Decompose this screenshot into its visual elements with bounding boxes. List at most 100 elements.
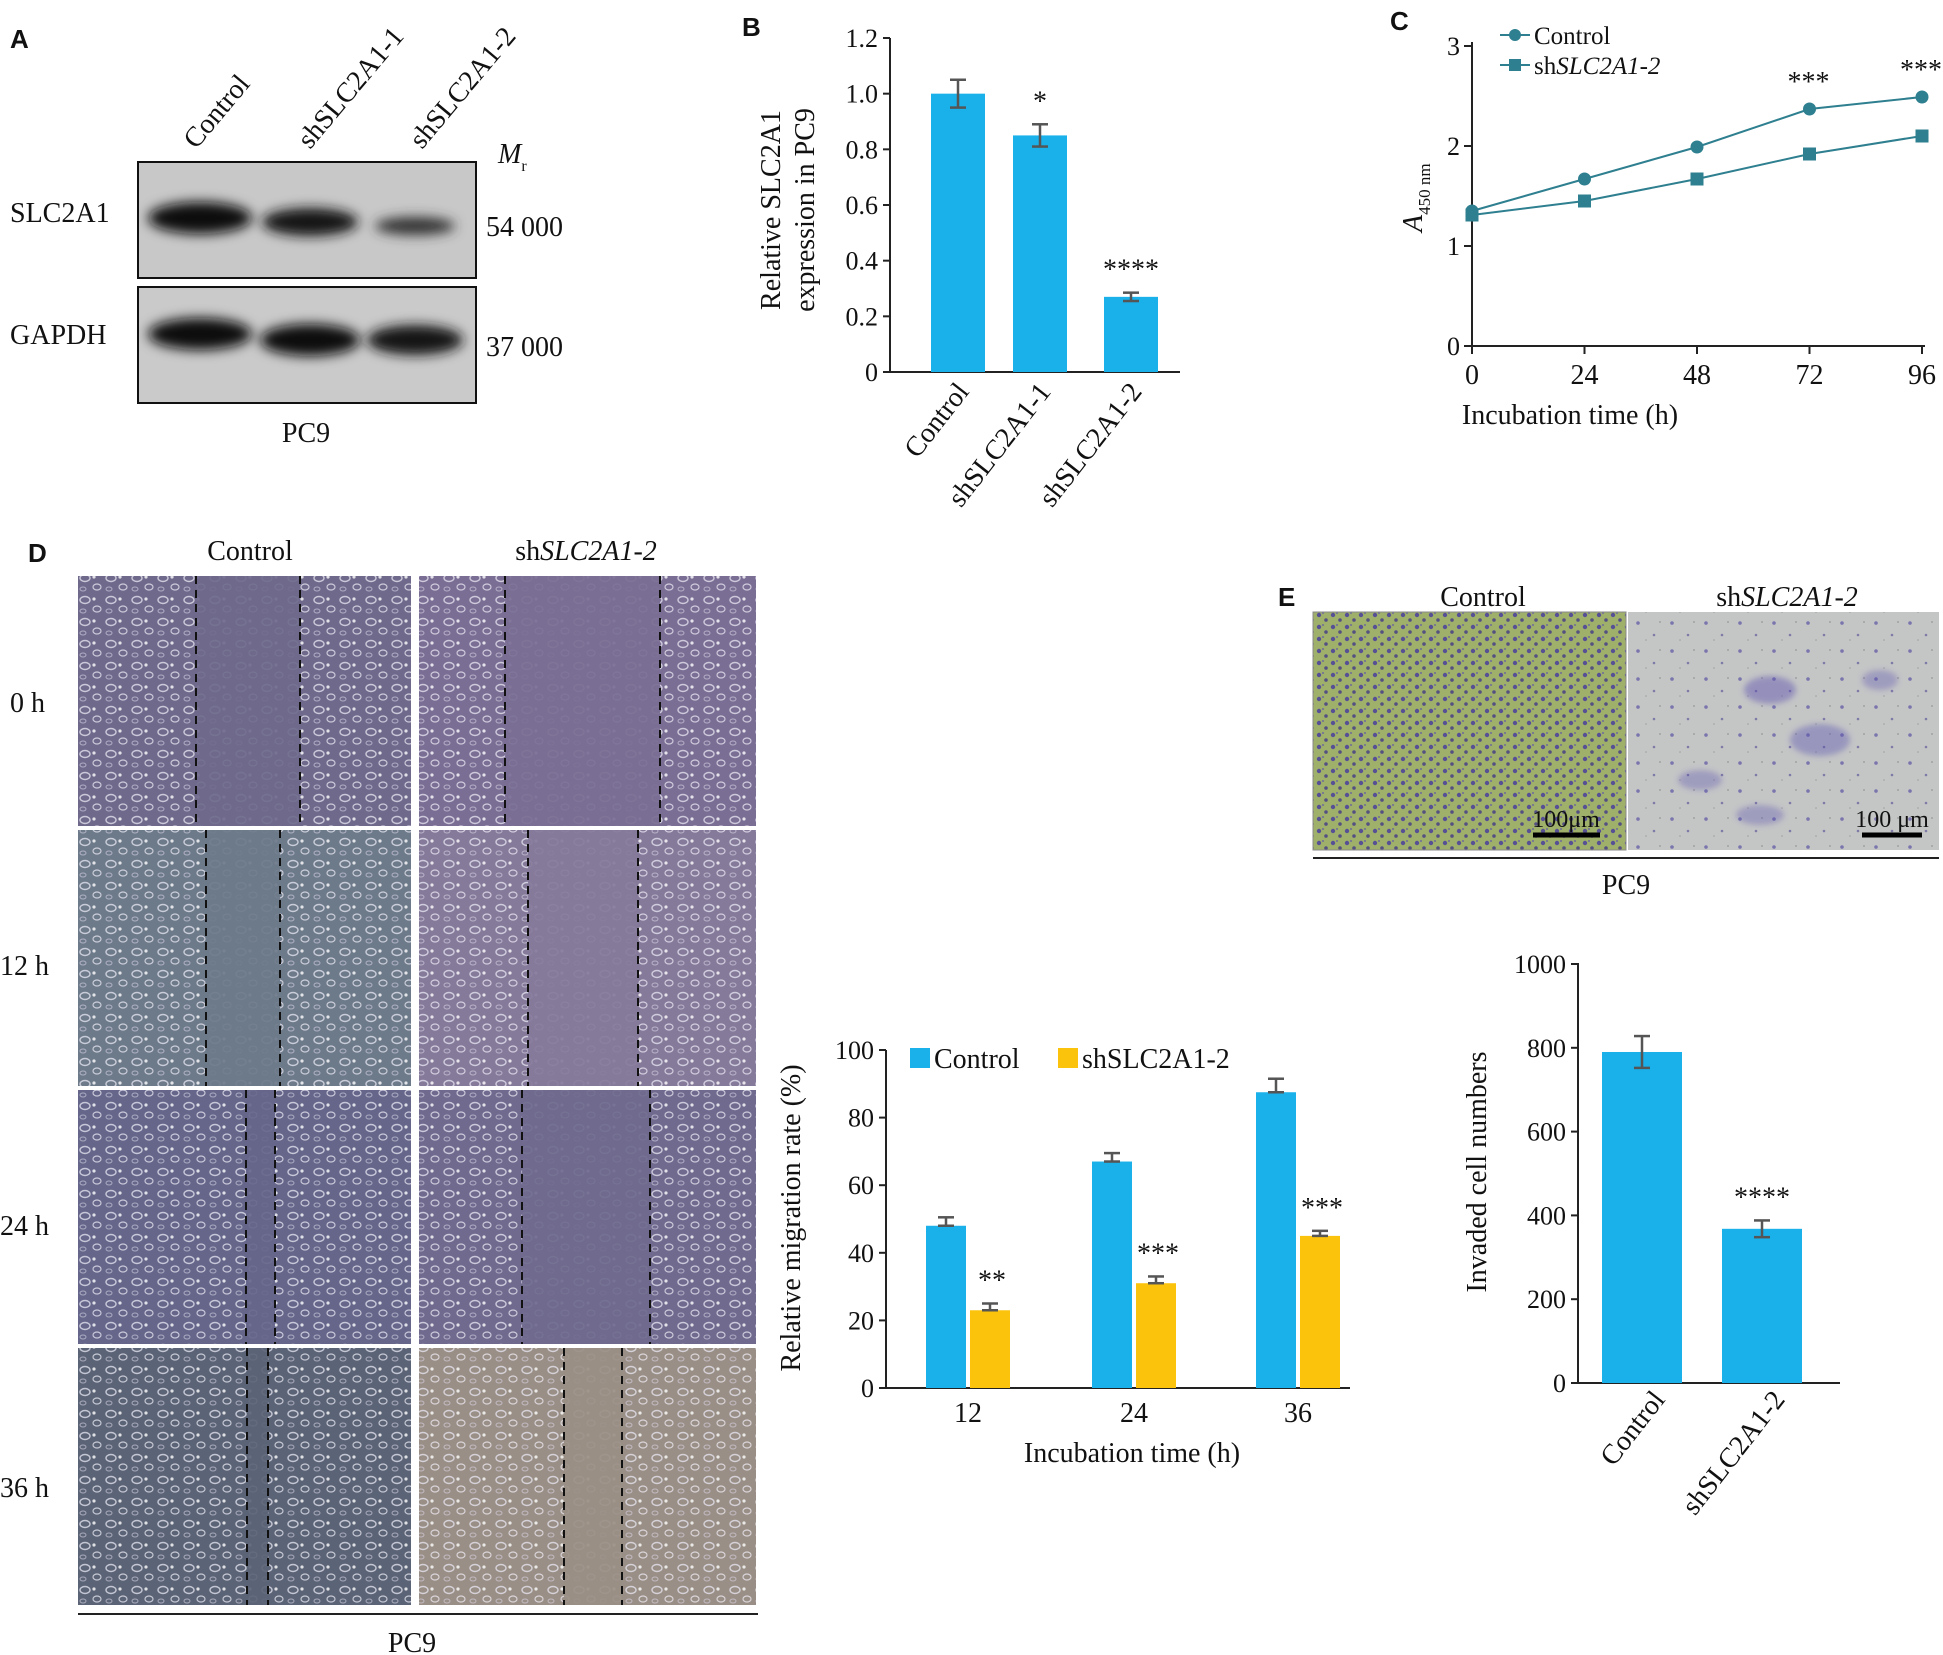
b-bar-2 xyxy=(1104,296,1158,372)
c-x-tick-label: 24 xyxy=(1571,360,1599,391)
c-x-label: Incubation time (h) xyxy=(1462,400,1678,431)
ei-y-tick-label: 200 xyxy=(1527,1285,1566,1314)
c-series-line-0 xyxy=(1471,96,1923,212)
ei-y-label: Invaded cell numbers xyxy=(1462,1051,1493,1292)
ei-significance-1: **** xyxy=(1734,1182,1790,1213)
panel-e-letter: E xyxy=(1278,582,1295,612)
c-series xyxy=(1465,90,1929,222)
panel-e-chart: 0 200 400 600 800 1000 **** Control shSLC2A1-2… xyxy=(1462,950,1840,1521)
d-image-grid xyxy=(78,576,756,1605)
c-point-1-0 xyxy=(1465,208,1479,222)
c-y-tick-label: 1 xyxy=(1447,232,1460,261)
d-scratch-zone-1-0 xyxy=(206,830,280,1086)
dm-bar-0-2 xyxy=(1256,1092,1296,1388)
dm-x-tick-label-0: 12 xyxy=(954,1398,982,1429)
c-y-label: A450 nm xyxy=(1398,163,1434,234)
e-scale-label-sh: 100 μm xyxy=(1855,807,1929,833)
b-bar-1 xyxy=(1013,135,1067,372)
c-legend: Control shSLC2A1-2 xyxy=(1500,23,1660,80)
c-y-tick-label: 2 xyxy=(1447,132,1460,161)
c-legend-marker-control xyxy=(1509,29,1521,41)
dm-x-label: Incubation time (h) xyxy=(1024,1438,1240,1469)
d-col-label-control: Control xyxy=(207,536,293,567)
b-y-ticks: 0 0.2 0.4 0.6 0.8 1.0 1.2 xyxy=(846,24,890,387)
c-point-1-4 xyxy=(1915,129,1929,143)
blot-mw-gapdh: 37 000 xyxy=(486,332,563,363)
ei-y-tick-label: 800 xyxy=(1527,1034,1566,1063)
c-y-tick-label: 0 xyxy=(1447,332,1460,361)
blot-label-gapdh: GAPDH xyxy=(10,320,106,351)
dm-legend-swatch-control xyxy=(910,1048,930,1068)
d-row-label-36h: 36 h xyxy=(0,1473,49,1504)
blot-mw-slc2a1: 54 000 xyxy=(486,212,563,243)
c-significance: *** *** xyxy=(1788,55,1943,98)
dm-bars: ******** xyxy=(926,1077,1343,1388)
b-y-tick-label: 0.2 xyxy=(846,302,879,331)
dm-y-tick-label: 100 xyxy=(835,1036,874,1065)
e-image-control-border xyxy=(1312,611,1627,851)
b-bar-0 xyxy=(931,93,985,373)
dm-ticks: 0 20 40 60 80 100 12 24 36 xyxy=(835,1036,1312,1429)
panel-c: C 0 1 2 3 0 24 48 72 96 *** *** Control shSLC2A1-… xyxy=(1390,6,1942,431)
dm-y-tick-label: 80 xyxy=(848,1104,874,1133)
e-image-sh-stain xyxy=(1628,612,1939,850)
d-scratch-zone-3-1 xyxy=(564,1348,622,1605)
d-image-cells-2-0 xyxy=(78,1090,411,1344)
lane-label-control: Control xyxy=(178,69,257,155)
dm-legend-label-sh: shSLC2A1-2 xyxy=(1082,1044,1230,1075)
mr-label: Mr xyxy=(497,139,527,175)
dm-legend-label-control: Control xyxy=(934,1044,1020,1075)
b-y-label-line-2: expression in PC9 xyxy=(790,108,821,312)
c-x-tick-label: 72 xyxy=(1796,360,1824,391)
dm-bar-1-1 xyxy=(1136,1283,1176,1388)
panel-c-letter: C xyxy=(1390,6,1409,36)
ei-y-tick-label: 0 xyxy=(1553,1369,1566,1398)
panel-b-letter: B xyxy=(742,12,761,42)
d-scratch-zone-2-0 xyxy=(246,1090,275,1344)
d-scratch-zone-0-0 xyxy=(196,576,300,826)
blot-gapdh-bands xyxy=(148,318,463,356)
c-point-0-1 xyxy=(1578,172,1591,186)
dm-bar-1-0 xyxy=(970,1310,1010,1388)
blot-label-slc2a1: SLC2A1 xyxy=(10,198,110,229)
dm-x-tick-label-2: 36 xyxy=(1284,1398,1312,1429)
dm-y-label: Relative migration rate (%) xyxy=(776,1064,807,1371)
ei-bars: **** xyxy=(1602,1034,1802,1383)
b-significance-2: **** xyxy=(1103,255,1159,286)
c-legend-label-control: Control xyxy=(1534,23,1610,50)
lane-label-shslc2a1-2: shSLC2A1-2 xyxy=(404,21,523,154)
d-row-label-12h: 12 h xyxy=(0,951,49,982)
e-col-label-sh: shSLC2A1-2 xyxy=(1716,582,1858,613)
b-y-tick-label: 0 xyxy=(865,358,878,387)
ei-bar-1 xyxy=(1722,1228,1802,1383)
panel-d: D Control shSLC2A1-2 0 h 12 h 24 h 36 h … xyxy=(0,536,758,1655)
dm-significance-1: *** xyxy=(1137,1238,1179,1269)
c-point-0-4 xyxy=(1915,90,1929,104)
c-point-1-1 xyxy=(1578,194,1591,208)
d-row-label-24h: 24 h xyxy=(0,1211,49,1242)
b-bars: ***** xyxy=(931,78,1159,373)
dm-bar-0-0 xyxy=(926,1225,966,1388)
dm-significance-0: ** xyxy=(978,1266,1006,1297)
d-scratch-zone-1-1 xyxy=(528,830,638,1086)
d-scratch-zone-2-1 xyxy=(522,1090,650,1344)
c-point-0-3 xyxy=(1803,102,1816,116)
ei-x-tick-labels: Control shSLC2A1-2 xyxy=(1594,1385,1791,1521)
c-point-1-3 xyxy=(1803,147,1816,161)
panel-d-letter: D xyxy=(28,538,47,568)
b-significance-1: * xyxy=(1033,86,1047,117)
ei-bar-0 xyxy=(1602,1051,1682,1383)
d-image-cells-3-0 xyxy=(78,1348,411,1605)
c-ticks: 0 1 2 3 0 24 48 72 96 xyxy=(1447,32,1936,391)
dm-bar-1-2 xyxy=(1300,1235,1340,1388)
ei-y-tick-label: 600 xyxy=(1527,1118,1566,1147)
e-scale-label-control: 100μm xyxy=(1532,807,1600,833)
panel-a: A Control shSLC2A1-1 shSLC2A1-2 Mr SLC2A… xyxy=(10,21,563,449)
e-cell-line: PC9 xyxy=(1602,870,1650,901)
d-scratch-zone-3-0 xyxy=(247,1348,268,1605)
dm-y-tick-label: 60 xyxy=(848,1171,874,1200)
ei-y-tick-label: 1000 xyxy=(1514,950,1566,979)
dm-significance-2: *** xyxy=(1301,1193,1343,1224)
